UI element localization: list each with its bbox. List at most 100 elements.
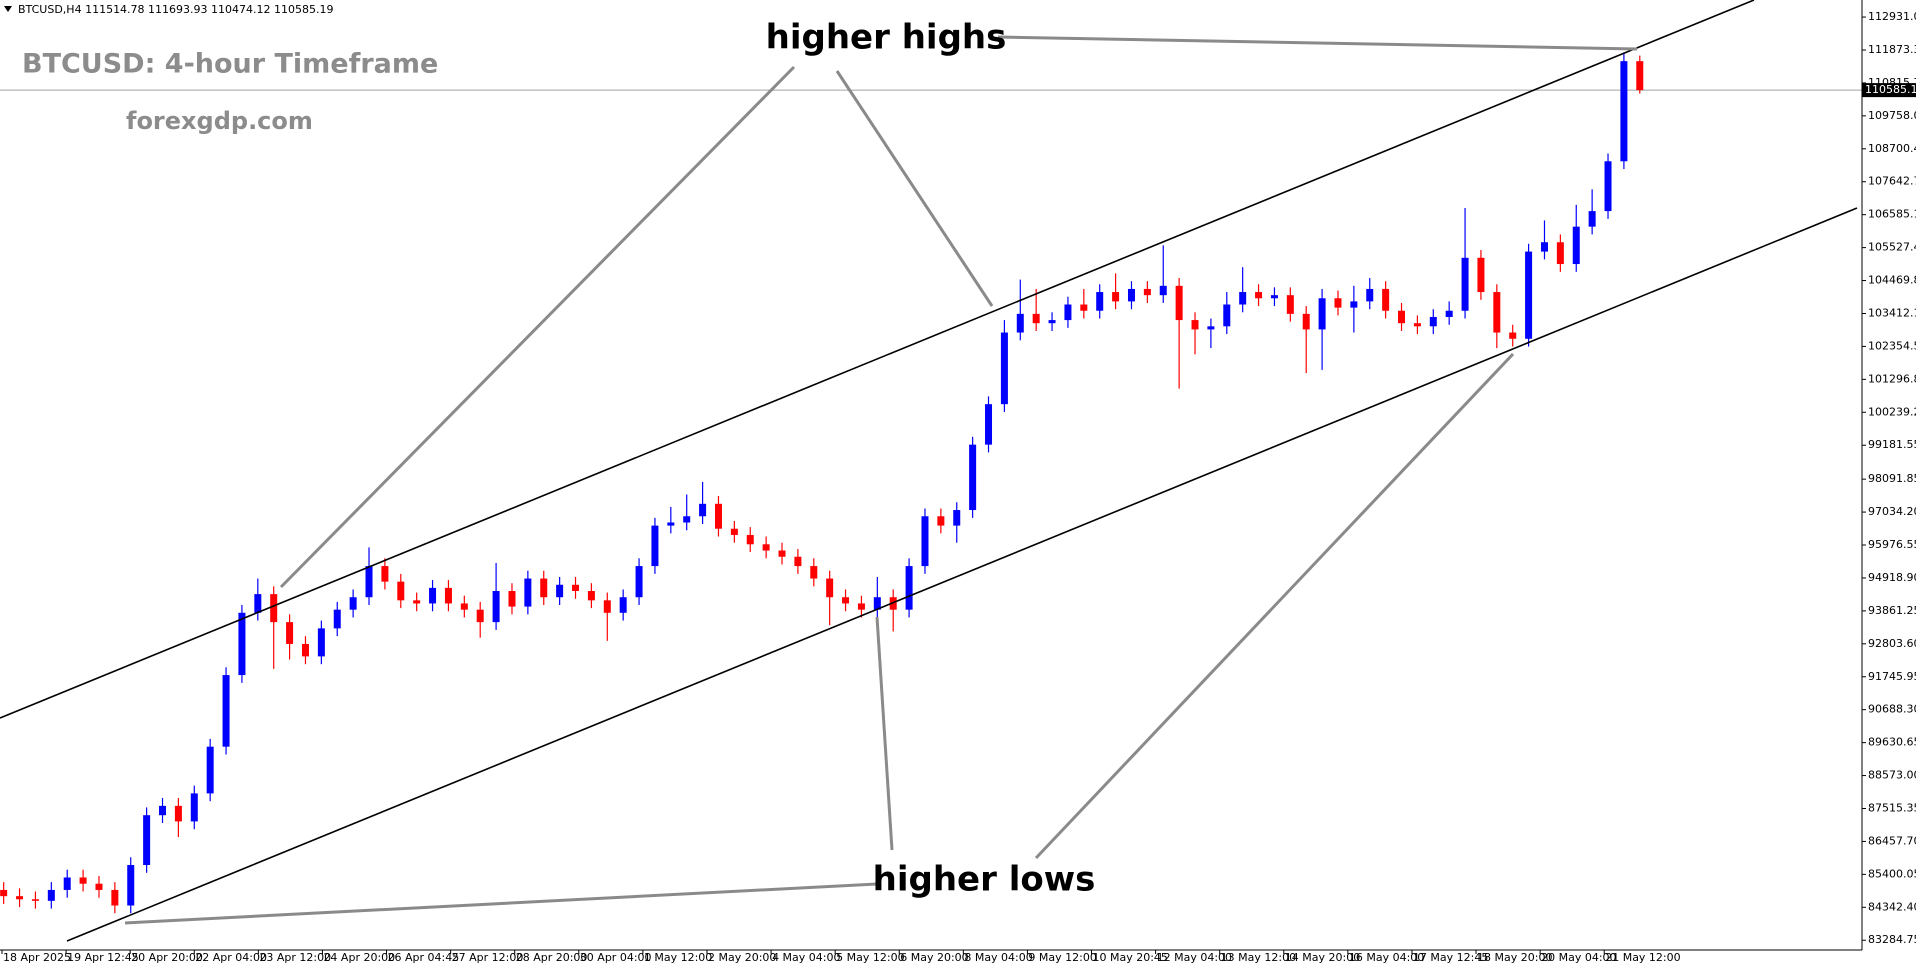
candle-body — [1080, 304, 1088, 311]
axis-layer: 112931.00111873.35110815.70109758.051087… — [1, 10, 1916, 964]
candle-body — [1366, 288, 1374, 302]
candle-body — [969, 444, 977, 511]
candle-body — [1032, 313, 1040, 324]
candle-body — [444, 587, 452, 604]
x-tick-label: 22 Apr 04:00 — [195, 951, 267, 964]
candle-body — [333, 609, 341, 629]
candle-body — [1429, 316, 1437, 327]
candle-body — [810, 566, 818, 579]
candle-body — [476, 609, 484, 623]
candle-body — [1461, 257, 1469, 311]
y-tick-label: 99181.55 — [1868, 438, 1916, 451]
candle-body — [0, 889, 8, 897]
y-tick-label: 86457.70 — [1868, 834, 1916, 847]
x-tick-label: 23 Apr 12:00 — [259, 951, 331, 964]
candle-body — [492, 590, 500, 623]
annotation-bg — [882, 860, 1086, 902]
candle-body — [572, 584, 580, 591]
x-tick-label: 6 May 20:00 — [900, 951, 968, 964]
chart-title: BTCUSD: 4-hour Timeframe — [22, 49, 438, 80]
candle-body — [651, 525, 659, 567]
candle-body — [1191, 320, 1199, 330]
candle-body — [1207, 326, 1215, 330]
y-tick-label: 102354.50 — [1868, 339, 1916, 352]
candle-body — [159, 805, 167, 816]
candle-body — [1636, 61, 1644, 91]
candle-body — [349, 597, 357, 610]
candle-body — [826, 578, 834, 598]
candle-body — [1572, 226, 1580, 265]
candle-body — [1540, 242, 1548, 252]
candle-body — [794, 556, 802, 567]
y-tick-label: 95976.55 — [1868, 538, 1916, 551]
candle-body — [254, 594, 262, 613]
candle-body — [1318, 298, 1326, 330]
candle-body — [1270, 295, 1278, 299]
candle-body — [206, 746, 214, 794]
x-tick-label: 10 May 20:45 — [1093, 951, 1168, 964]
candle-body — [1048, 320, 1056, 324]
candle-body — [1334, 298, 1342, 308]
candle-body — [1223, 304, 1231, 327]
y-tick-label: 97034.20 — [1868, 505, 1916, 518]
candle-body — [79, 877, 87, 884]
price-label: 110585.19 — [1865, 83, 1916, 96]
price-label-bg — [1862, 83, 1916, 98]
candle-body — [985, 404, 993, 445]
pointer-line — [997, 35, 1638, 51]
candle-body — [429, 587, 437, 604]
candle-body — [1159, 285, 1167, 296]
candle-body — [47, 889, 55, 901]
annotation: higher highs — [766, 18, 1007, 58]
candle-body — [1556, 242, 1564, 265]
y-tick-label: 106585.10 — [1868, 208, 1916, 221]
x-tick-label: 13 May 12:00 — [1221, 951, 1296, 964]
x-tick-label: 5 May 12:00 — [836, 951, 904, 964]
candle-body — [31, 899, 39, 901]
candle-body — [270, 594, 278, 623]
x-tick-label: 9 May 12:00 — [1028, 951, 1096, 964]
candle-body — [699, 503, 707, 517]
y-tick-label: 112931.00 — [1868, 10, 1916, 23]
candle-body — [778, 550, 786, 557]
y-tick-label: 88573.00 — [1868, 769, 1916, 782]
candle-body — [746, 534, 754, 545]
y-tick-label: 93861.25 — [1868, 604, 1916, 617]
y-tick-label: 107642.75 — [1868, 175, 1916, 188]
candle-body — [524, 578, 532, 607]
candle-body — [317, 628, 325, 657]
menu-arrow[interactable] — [4, 6, 12, 12]
candle-body — [619, 597, 627, 613]
candle-body — [174, 805, 182, 822]
candle-body — [556, 584, 564, 598]
x-tick-label: 20 Apr 20:00 — [131, 951, 203, 964]
header: BTCUSD,H4 111514.78 111693.93 110474.12 … — [18, 3, 334, 16]
y-tick-label: 109758.05 — [1868, 109, 1916, 122]
candle-body — [953, 510, 961, 526]
candle-body — [286, 622, 294, 644]
annotation-bg — [782, 18, 990, 60]
x-tick-label: 18 May 20:00 — [1477, 951, 1552, 964]
candle-body — [365, 566, 373, 598]
candle-body — [1302, 313, 1310, 330]
y-tick-label: 104469.80 — [1868, 274, 1916, 287]
candle-body — [1525, 251, 1533, 339]
candle-body — [1096, 292, 1104, 311]
candle-body — [667, 522, 675, 526]
upper-channel-line — [0, 0, 1755, 719]
candle-body — [95, 883, 103, 890]
candle-body — [413, 600, 421, 604]
candle-body — [301, 643, 309, 657]
x-tick-label: 30 Apr 04:00 — [580, 951, 652, 964]
candle-body — [921, 516, 929, 567]
x-tick-label: 4 May 04:00 — [772, 951, 840, 964]
candle-body — [1255, 292, 1263, 299]
candle-body — [683, 516, 691, 523]
y-tick-label: 108700.40 — [1868, 142, 1916, 155]
plot-layer — [0, 52, 1862, 914]
y-tick-label: 87515.35 — [1868, 801, 1916, 814]
y-tick-label: 101296.85 — [1868, 372, 1916, 385]
y-tick-label: 94918.90 — [1868, 571, 1916, 584]
y-tick-label: 103412.15 — [1868, 306, 1916, 319]
